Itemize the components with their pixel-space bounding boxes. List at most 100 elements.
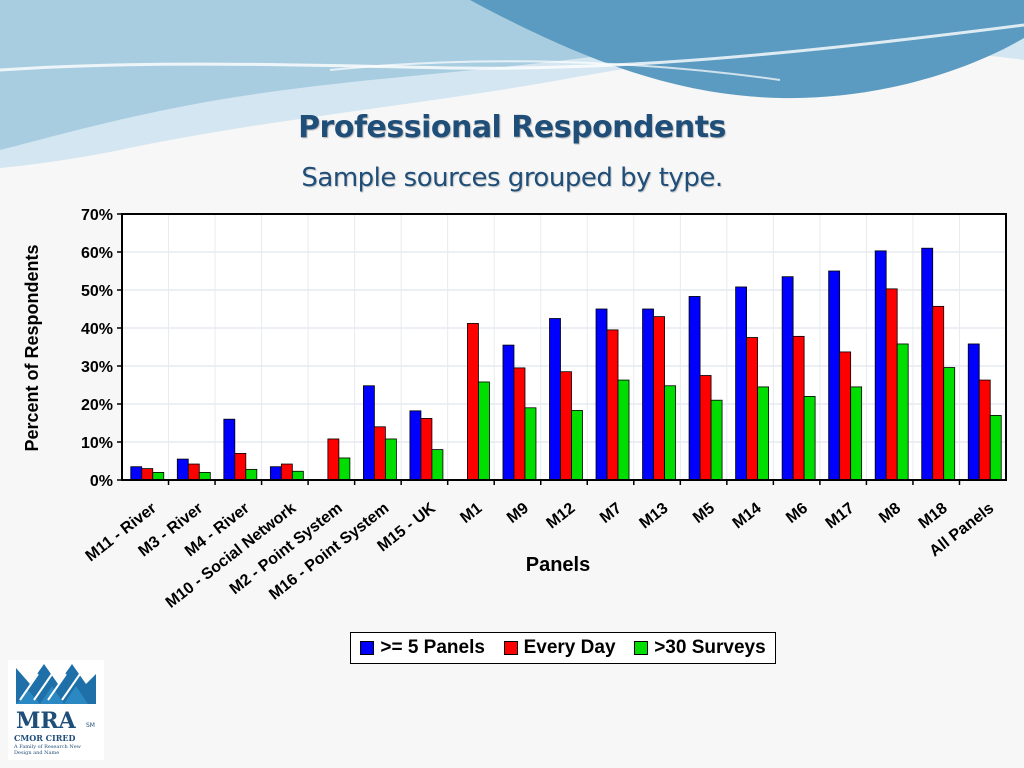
legend-label: Every Day [523, 637, 616, 658]
bar--5-panels-m8 [874, 250, 887, 481]
y-tick-label: 60% [81, 245, 113, 262]
bar-every-day-m7 [606, 329, 619, 481]
legend-swatch-red [503, 641, 518, 655]
bar-every-day-m16-point-system [373, 426, 386, 481]
bar--5-panels-m18 [921, 247, 934, 481]
bar-every-day-m10-social-network [280, 463, 293, 481]
x-axis-label: Panels [526, 554, 590, 576]
bar-every-day-m14 [746, 337, 759, 481]
logo-text: MRA [16, 708, 76, 734]
x-tick-label: M13 [637, 500, 672, 533]
x-tick-label: M12 [543, 500, 578, 533]
bar--30-surveys-m9 [524, 407, 537, 481]
legend-entry-every-day: Every Day [503, 637, 616, 659]
logo-subline: CMOR CIRED [14, 733, 76, 743]
legend-swatch-green [634, 641, 649, 655]
bar-every-day-m9 [513, 367, 526, 481]
chart-legend: >= 5 Panels Every Day >30 Surveys [350, 632, 776, 664]
bar--30-surveys-m8 [896, 343, 909, 481]
mra-logo-icon [8, 660, 104, 760]
x-tick-label: M5 [690, 500, 718, 527]
bar--5-panels-m11-river [130, 466, 143, 481]
wave-dark [470, 0, 1024, 99]
bar--5-panels-m13 [642, 308, 654, 481]
legend-swatch-blue [360, 641, 375, 655]
bar-every-day-m1 [467, 323, 479, 481]
y-tick-label: 10% [81, 435, 113, 452]
bar--5-panels-m7 [595, 308, 608, 481]
bar-every-day-m15-uk [420, 418, 433, 481]
bar--30-surveys-m2-point-system [338, 457, 351, 481]
y-axis-ticks: 0% 10% 20% 30% 40% 50% 60% 70% [81, 207, 122, 490]
plot-area-frame [121, 213, 1007, 481]
slide-subtitle: Sample sources grouped by type. [301, 163, 723, 193]
wave-white-line [0, 23, 1024, 72]
bar-every-day-m3-river [187, 463, 200, 481]
x-tick-label: M1 [457, 500, 485, 527]
slide-title: Professional Respondents [298, 110, 726, 145]
bars [130, 247, 1002, 481]
bar--30-surveys-m4-river [245, 468, 258, 481]
bar--5-panels-all-panels [967, 343, 980, 481]
y-tick-label: 50% [81, 283, 113, 300]
x-tick-label: M7 [597, 500, 625, 527]
bar--30-surveys-m10-social-network [291, 470, 304, 481]
bar--30-surveys-m12 [571, 410, 583, 481]
legend-entry-30-surveys: >30 Surveys [634, 637, 766, 659]
bar-every-day-m5 [699, 375, 712, 481]
bar--5-panels-m16-point-system [362, 385, 375, 481]
bar--5-panels-m15-uk [409, 410, 422, 481]
wave-mid [0, 0, 1024, 150]
legend-entry-5-panels: >= 5 Panels [360, 637, 485, 659]
bar-every-day-m11-river [141, 468, 154, 481]
y-tick-label: 0% [90, 473, 113, 490]
bar--30-surveys-m17 [850, 386, 863, 481]
x-tick-label: M9 [504, 500, 532, 527]
bar--30-surveys-m16-point-system [384, 438, 397, 481]
bar--5-panels-m10-social-network [269, 466, 282, 481]
bar--30-surveys-m5 [710, 399, 723, 481]
bar--5-panels-m12 [549, 318, 561, 481]
legend-label: >30 Surveys [654, 637, 766, 658]
y-tick-label: 40% [81, 321, 113, 338]
logo-tagline: A Family of Research New Design and Name [14, 744, 81, 756]
bar--5-panels-m14 [735, 286, 748, 481]
bar--30-surveys-m18 [943, 367, 956, 481]
y-axis-label: Percent of Respondents [22, 244, 42, 451]
bar-every-day-m2-point-system [327, 438, 340, 481]
y-tick-label: 30% [81, 359, 113, 376]
bar-every-day-m4-river [234, 452, 247, 481]
bar--5-panels-m5 [688, 296, 701, 481]
x-tick-label: M17 [823, 500, 858, 533]
bar--30-surveys-m13 [664, 385, 676, 481]
bar--30-surveys-m7 [617, 379, 630, 481]
legend-label: >= 5 Panels [380, 637, 485, 658]
bar-every-day-m12 [560, 371, 572, 481]
bar-every-day-all-panels [978, 379, 991, 481]
bar-every-day-m8 [885, 288, 898, 481]
y-tick-label: 20% [81, 397, 113, 414]
bar--5-panels-m6 [781, 276, 794, 481]
bar--30-surveys-m14 [757, 386, 770, 481]
bar--30-surveys-m6 [803, 395, 816, 481]
bar--5-panels-m9 [502, 344, 515, 481]
bar--30-surveys-all-panels [989, 414, 1002, 481]
bar--30-surveys-m1 [478, 381, 490, 481]
x-tick-label: M14 [730, 500, 765, 533]
bar--30-surveys-m11-river [152, 471, 165, 481]
bar--5-panels-m17 [828, 270, 841, 481]
x-tick-label: M18 [916, 500, 951, 533]
bar--5-panels-m4-river [223, 418, 236, 481]
bar--5-panels-m3-river [176, 458, 189, 481]
bar--30-surveys-m15-uk [431, 449, 444, 481]
bar-every-day-m17 [839, 351, 852, 481]
bar--30-surveys-m3-river [198, 471, 211, 481]
wave-white-line-2 [329, 60, 781, 81]
logo-service-mark: SM [86, 722, 95, 729]
x-tick-label: M8 [876, 500, 904, 527]
bar-every-day-m13 [653, 316, 665, 481]
bar-every-day-m18 [932, 305, 945, 481]
x-tick-label: M6 [783, 500, 811, 527]
